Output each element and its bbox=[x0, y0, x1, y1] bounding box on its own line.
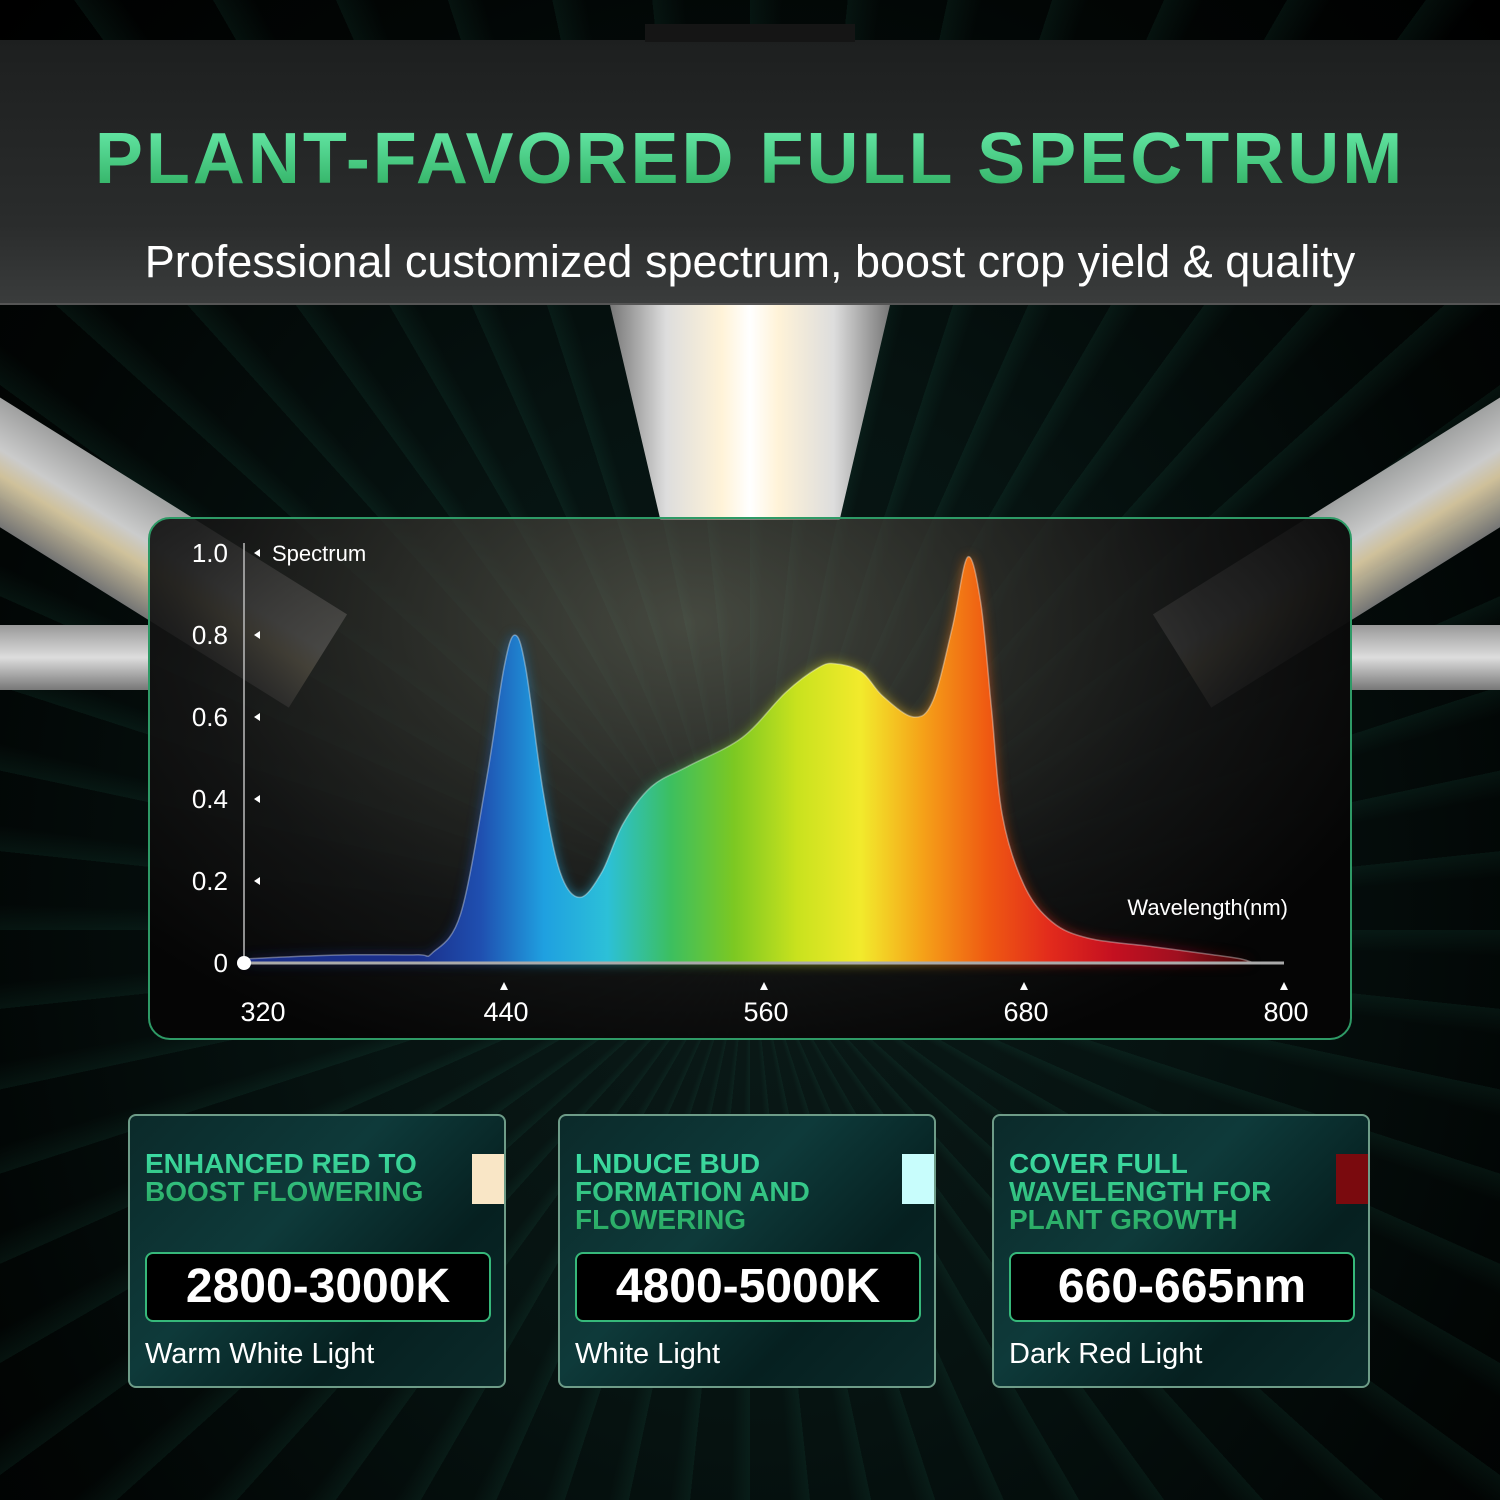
y-tick-label: 0.2 bbox=[192, 866, 228, 896]
rail-left bbox=[0, 625, 150, 690]
color-swatch bbox=[472, 1154, 504, 1204]
page-subtitle: Professional customized spectrum, boost … bbox=[144, 236, 1356, 287]
grow-light-bar-center bbox=[610, 305, 890, 520]
card-value: 4800-5000K bbox=[575, 1252, 921, 1322]
card-value: 660-665nm bbox=[1009, 1252, 1355, 1322]
card-white: LNDUCE BUD FORMATION AND FLOWERING 4800-… bbox=[558, 1114, 936, 1388]
y-tick-marker bbox=[254, 877, 260, 885]
x-tick-marker bbox=[760, 982, 768, 990]
y-tick-label: 1.0 bbox=[192, 538, 228, 568]
y-axis-label: Spectrum bbox=[272, 541, 366, 566]
card-caption: Warm White Light bbox=[145, 1338, 375, 1370]
page-title: PLANT-FAVORED FULL SPECTRUM bbox=[0, 118, 1500, 200]
card-dark-red: COVER FULL WAVELENGTH FOR PLANT GROWTH 6… bbox=[992, 1114, 1370, 1388]
card-value: 2800-3000K bbox=[145, 1252, 491, 1322]
y-tick-marker bbox=[254, 795, 260, 803]
card-heading: ENHANCED RED TO BOOST FLOWERING bbox=[145, 1150, 465, 1206]
card-caption: Dark Red Light bbox=[1009, 1338, 1203, 1370]
chart-panel: 0 0.2 0.4 0.6 0.8 1.0 320 440 560 680 800 Spectrum… bbox=[148, 517, 1352, 1040]
y-tick-label: 0 bbox=[214, 948, 228, 978]
x-axis-label: Wavelength(nm) bbox=[1127, 895, 1288, 920]
spectrum-area bbox=[245, 556, 1254, 964]
card-caption: White Light bbox=[575, 1338, 721, 1370]
y-tick-marker bbox=[254, 713, 260, 721]
x-tick-label: 800 bbox=[1263, 997, 1308, 1027]
y-tick-label: 0.8 bbox=[192, 620, 228, 650]
y-tick-marker bbox=[254, 549, 260, 557]
color-swatch bbox=[1336, 1154, 1368, 1204]
x-tick-label: 440 bbox=[483, 997, 528, 1027]
color-swatch bbox=[902, 1154, 934, 1204]
rail-right bbox=[1350, 625, 1500, 690]
x-tick-marker bbox=[1280, 982, 1288, 990]
header-band bbox=[0, 24, 1500, 305]
origin-dot bbox=[237, 956, 251, 970]
spectrum-chart: 0 0.2 0.4 0.6 0.8 1.0 320 440 560 680 800 Spectrum… bbox=[192, 538, 1309, 1027]
card-warm-white: ENHANCED RED TO BOOST FLOWERING 2800-300… bbox=[128, 1114, 506, 1388]
x-tick-marker bbox=[500, 982, 508, 990]
y-tick-marker bbox=[254, 631, 260, 639]
x-tick-label: 320 bbox=[240, 997, 285, 1027]
y-tick-label: 0.4 bbox=[192, 784, 228, 814]
y-tick-label: 0.6 bbox=[192, 702, 228, 732]
header-strip bbox=[645, 24, 855, 42]
x-tick-marker bbox=[1020, 982, 1028, 990]
x-tick-label: 680 bbox=[1003, 997, 1048, 1027]
card-heading: COVER FULL WAVELENGTH FOR PLANT GROWTH bbox=[1009, 1150, 1329, 1234]
card-heading: LNDUCE BUD FORMATION AND FLOWERING bbox=[575, 1150, 895, 1234]
x-tick-label: 560 bbox=[743, 997, 788, 1027]
